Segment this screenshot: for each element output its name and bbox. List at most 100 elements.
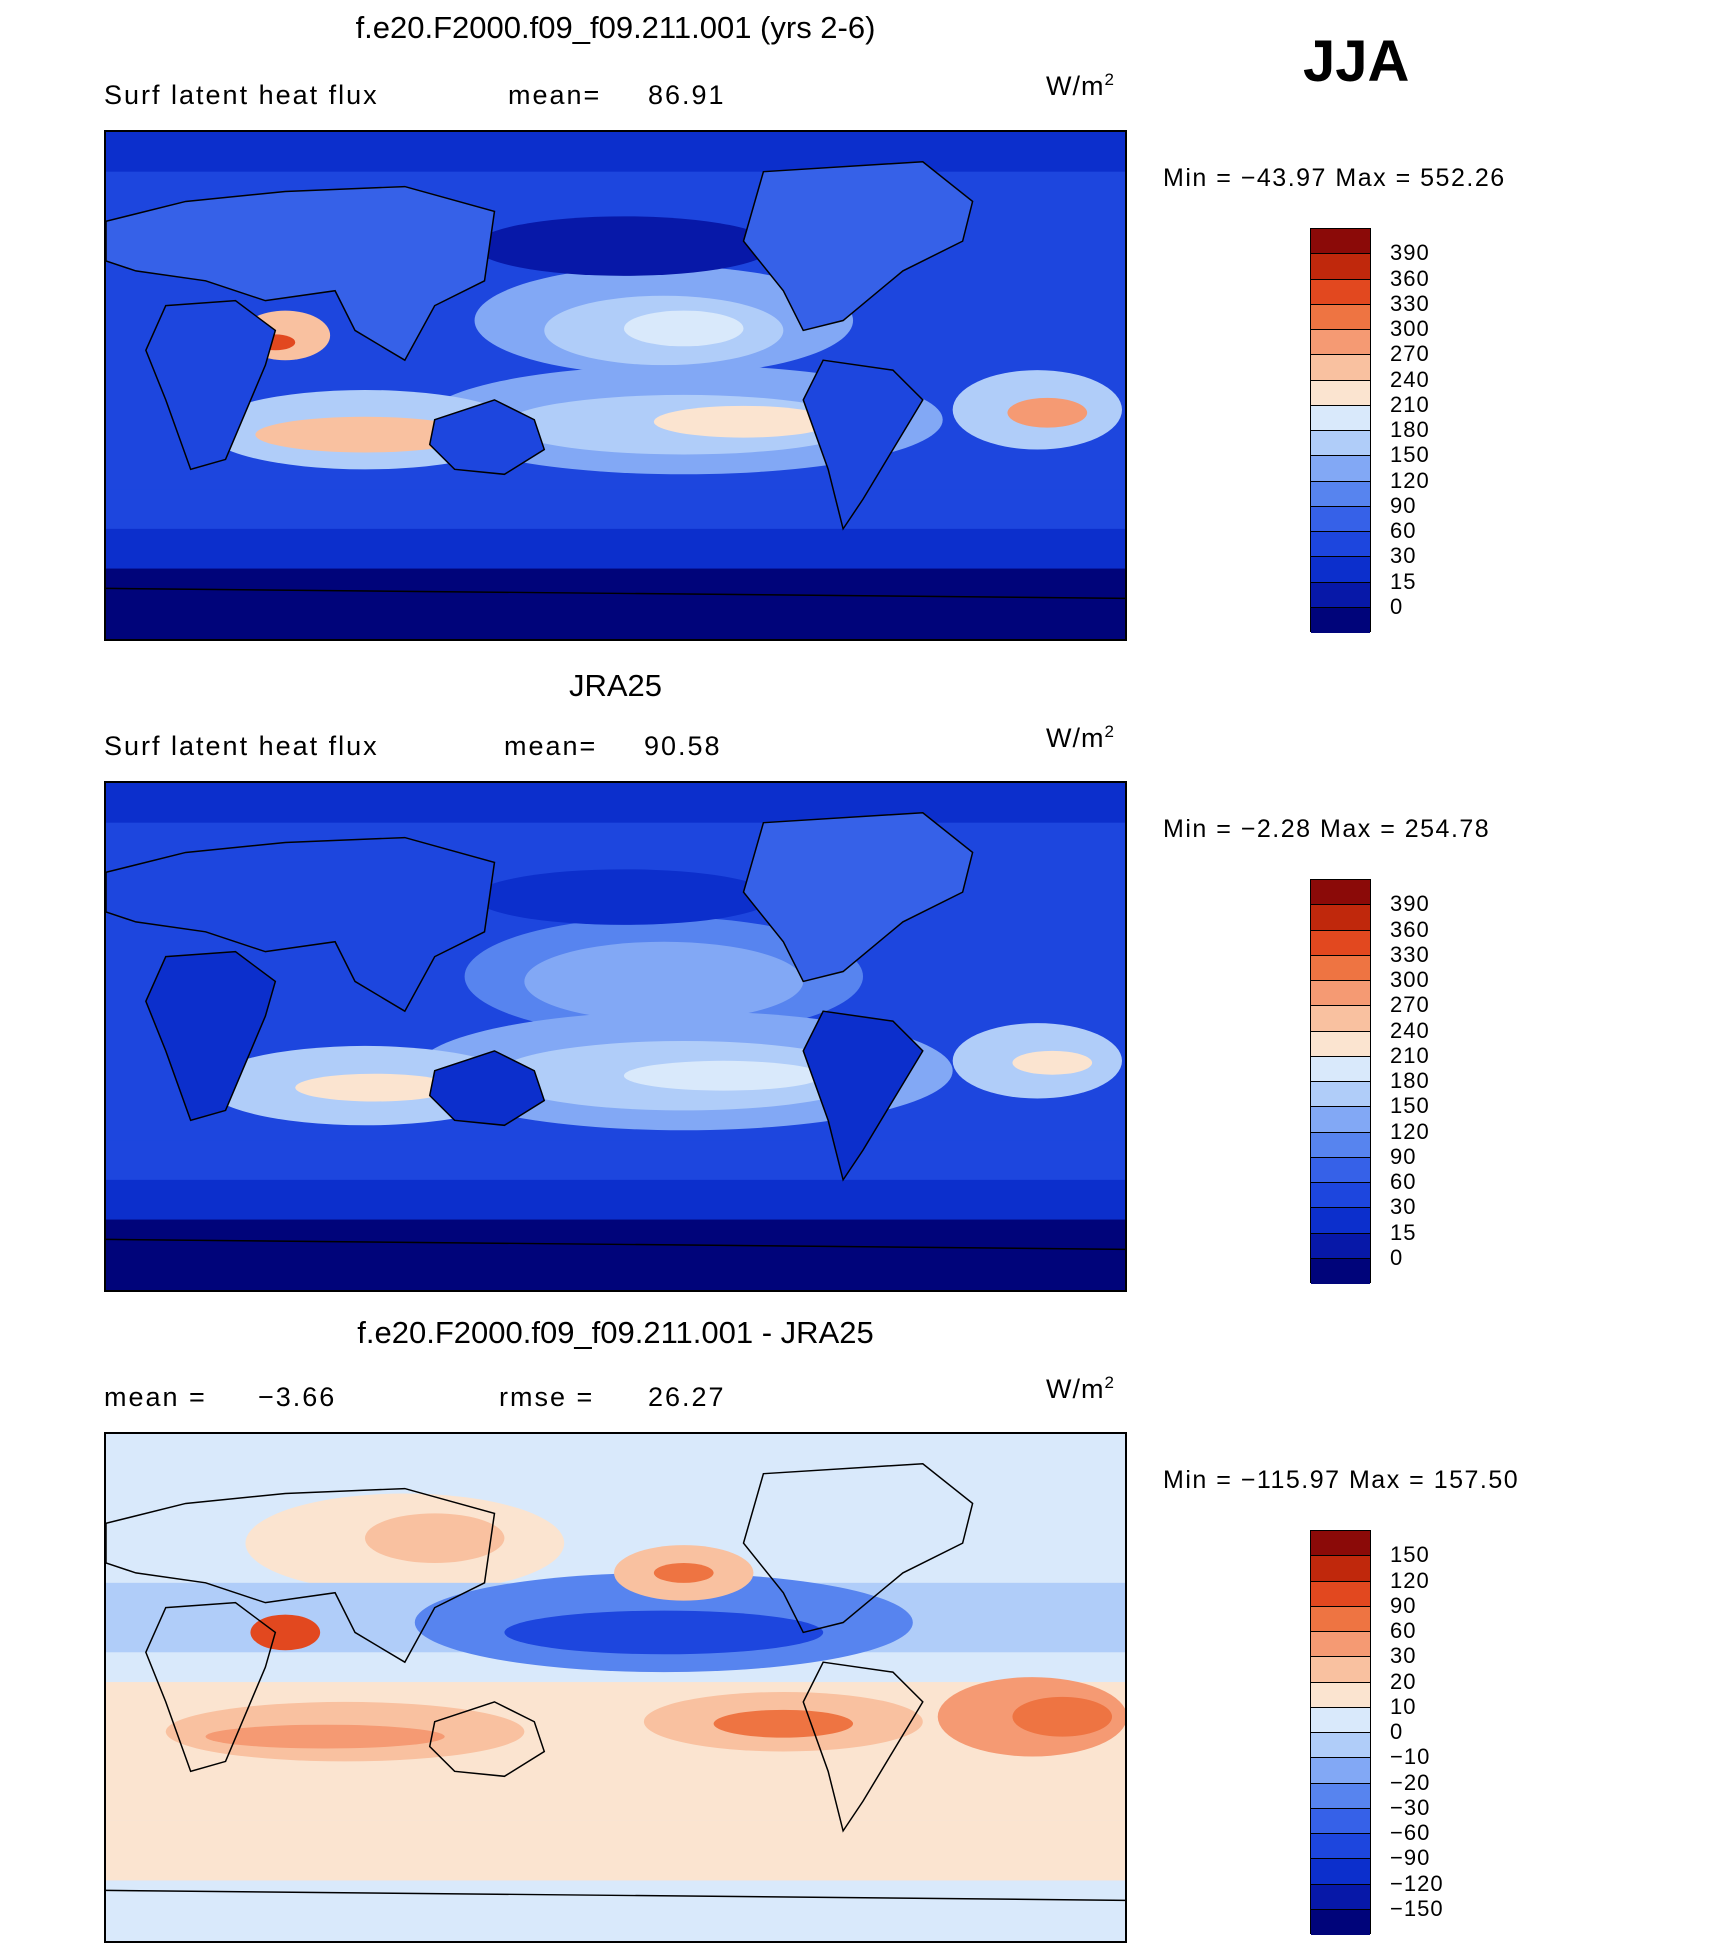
colorbar-tick-label: 60 bbox=[1390, 518, 1417, 543]
colorbar-tick-label: 210 bbox=[1390, 1042, 1430, 1068]
colorbar-tick-label: 300 bbox=[1390, 316, 1430, 341]
colorbar-box bbox=[1311, 1556, 1370, 1582]
colorbar-box bbox=[1311, 1157, 1370, 1183]
colorbar-box bbox=[1311, 930, 1370, 956]
colorbar-tick-label: 150 bbox=[1390, 1093, 1430, 1119]
colorbar-box bbox=[1311, 1834, 1370, 1860]
colorbar-tick-label: 150 bbox=[1390, 442, 1430, 468]
colorbar-box bbox=[1311, 607, 1370, 633]
colorbar-tick-label: −150 bbox=[1390, 1895, 1444, 1921]
panel-model-variable-label: Surf latent heat flux bbox=[104, 80, 379, 110]
colorbar-box bbox=[1311, 1859, 1370, 1885]
panel-model-title: f.e20.F2000.f09_f09.211.001 (yrs 2-6) bbox=[355, 10, 876, 45]
panel-diff-rmse-value: 26.27 bbox=[648, 1382, 726, 1412]
season-label: JJA bbox=[1303, 29, 1410, 94]
colorbar-tick-label: 90 bbox=[1390, 1592, 1417, 1618]
colorbar-box bbox=[1311, 557, 1370, 583]
panel-diff-map bbox=[104, 1432, 1127, 1943]
colorbar-box bbox=[1311, 1783, 1370, 1809]
colorbar-box bbox=[1311, 1707, 1370, 1733]
colorbar-box bbox=[1311, 1132, 1370, 1158]
colorbar-tick-label: 240 bbox=[1390, 1017, 1430, 1043]
colorbar-tick-label: 390 bbox=[1390, 891, 1430, 917]
colorbar-tick-label: 15 bbox=[1390, 568, 1417, 594]
colorbar-tick-label: −120 bbox=[1390, 1870, 1444, 1896]
colorbar-tick-label: 360 bbox=[1390, 265, 1430, 291]
colorbar-tick-label: 0 bbox=[1390, 1244, 1404, 1270]
colorbar-box bbox=[1311, 1581, 1370, 1607]
colorbar-tick-label: 150 bbox=[1390, 1542, 1430, 1568]
colorbar-tick-label: 30 bbox=[1390, 1643, 1417, 1669]
colorbar-box bbox=[1311, 506, 1370, 532]
colorbar-tick-label: 30 bbox=[1390, 1194, 1417, 1220]
colorbar-box bbox=[1311, 405, 1370, 431]
colorbar-box bbox=[1311, 355, 1370, 381]
colorbar-tick-label: 300 bbox=[1390, 967, 1430, 992]
colorbar-tick-label: 60 bbox=[1390, 1169, 1417, 1194]
colorbar-box bbox=[1311, 1531, 1370, 1557]
panel-diff-mean-value: −3.66 bbox=[258, 1382, 337, 1412]
colorbar-tick-label: 90 bbox=[1390, 492, 1417, 518]
colorbar-box bbox=[1311, 532, 1370, 558]
colorbar-tick-label: 30 bbox=[1390, 543, 1417, 569]
colorbar-box bbox=[1311, 1258, 1370, 1284]
panel-obs-colorbar bbox=[1310, 879, 1371, 1284]
colorbar-box bbox=[1311, 254, 1370, 280]
panel-obs-minmax: Min = −2.28 Max = 254.78 bbox=[1163, 815, 1491, 843]
panel-diff-colorbar bbox=[1310, 1530, 1371, 1935]
panel-obs-title: JRA25 bbox=[568, 668, 663, 703]
panel-obs-map bbox=[104, 781, 1127, 1292]
colorbar-tick-label: 90 bbox=[1390, 1143, 1417, 1169]
panel-obs-units: W/m2 bbox=[1046, 722, 1114, 753]
colorbar-tick-label: 60 bbox=[1390, 1618, 1417, 1643]
colorbar-box bbox=[1311, 1657, 1370, 1683]
panel-obs-variable-label: Surf latent heat flux bbox=[104, 731, 379, 761]
colorbar-box bbox=[1311, 1183, 1370, 1209]
colorbar-box bbox=[1311, 1056, 1370, 1082]
colorbar-tick-label: 15 bbox=[1390, 1219, 1417, 1245]
colorbar-box bbox=[1311, 1082, 1370, 1108]
colorbar-box bbox=[1311, 1909, 1370, 1935]
panel-model-minmax: Min = −43.97 Max = 552.26 bbox=[1163, 164, 1506, 192]
colorbar-box bbox=[1311, 1107, 1370, 1133]
colorbar-box bbox=[1311, 330, 1370, 356]
colorbar-box bbox=[1311, 431, 1370, 457]
colorbar-box bbox=[1311, 1233, 1370, 1259]
colorbar-tick-label: −20 bbox=[1390, 1769, 1431, 1795]
colorbar-box bbox=[1311, 981, 1370, 1007]
panel-diff-minmax: Min = −115.97 Max = 157.50 bbox=[1163, 1466, 1520, 1494]
panel-model-mean-value: 86.91 bbox=[648, 80, 726, 110]
colorbar-tick-label: −90 bbox=[1390, 1845, 1431, 1871]
colorbar-tick-label: 0 bbox=[1390, 593, 1404, 619]
colorbar-tick-label: 180 bbox=[1390, 417, 1430, 442]
colorbar-box bbox=[1311, 880, 1370, 906]
colorbar-box bbox=[1311, 380, 1370, 406]
colorbar-tick-label: 330 bbox=[1390, 290, 1430, 316]
colorbar-box bbox=[1311, 1006, 1370, 1032]
colorbar-tick-label: 10 bbox=[1390, 1693, 1417, 1719]
panel-diff-units: W/m2 bbox=[1046, 1373, 1114, 1404]
colorbar-tick-label: 210 bbox=[1390, 391, 1430, 417]
colorbar-box bbox=[1311, 1208, 1370, 1234]
panel-obs-mean-label: mean= bbox=[504, 731, 598, 761]
colorbar-tick-label: 0 bbox=[1390, 1719, 1404, 1744]
colorbar-box bbox=[1311, 456, 1370, 482]
panel-diff-title: f.e20.F2000.f09_f09.211.001 - JRA25 bbox=[357, 1315, 874, 1350]
panel-diff-rmse-label: rmse = bbox=[499, 1382, 595, 1412]
colorbar-box bbox=[1311, 1031, 1370, 1057]
colorbar-box bbox=[1311, 279, 1370, 305]
colorbar-box bbox=[1311, 1632, 1370, 1658]
colorbar-tick-label: −10 bbox=[1390, 1744, 1431, 1770]
colorbar-box bbox=[1311, 304, 1370, 330]
colorbar-tick-label: 120 bbox=[1390, 467, 1430, 493]
colorbar-box bbox=[1311, 1884, 1370, 1910]
colorbar-box bbox=[1311, 1808, 1370, 1834]
colorbar-tick-label: 270 bbox=[1390, 341, 1430, 367]
colorbar-tick-label: 330 bbox=[1390, 941, 1430, 967]
colorbar-tick-label: 120 bbox=[1390, 1118, 1430, 1144]
panel-diff-mean-label: mean = bbox=[104, 1382, 207, 1412]
panel-model-units: W/m2 bbox=[1046, 70, 1114, 101]
colorbar-tick-label: 20 bbox=[1390, 1668, 1417, 1694]
colorbar-tick-label: −30 bbox=[1390, 1794, 1431, 1820]
panel-obs-mean-value: 90.58 bbox=[644, 731, 722, 761]
